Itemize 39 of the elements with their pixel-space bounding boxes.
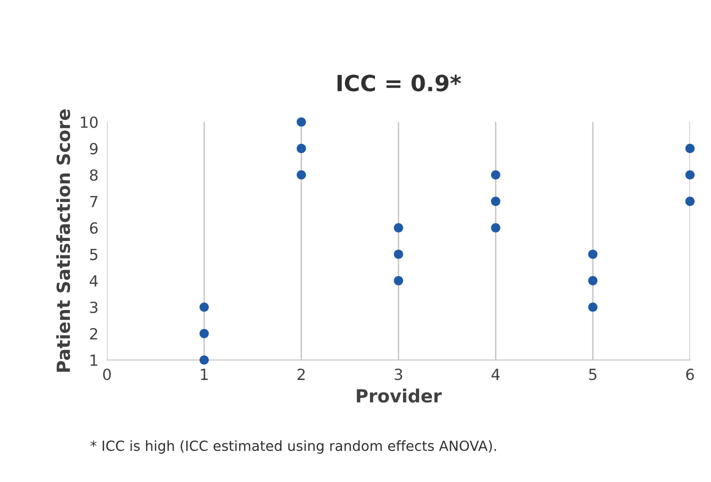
chart-title: ICC = 0.9* — [338, 74, 462, 92]
x-tick-label: 4 — [492, 368, 500, 380]
point — [296, 117, 306, 127]
x-tick-label: 3 — [394, 368, 402, 380]
text: * ICC is high (ICC estimated using random effects ANOVA). — [90, 440, 496, 454]
point — [394, 276, 404, 286]
point — [588, 302, 598, 312]
x-tick-label: 0 — [103, 368, 111, 380]
point — [394, 250, 404, 259]
y-tick-label: 10 — [80, 116, 98, 128]
point — [296, 170, 306, 180]
y-tick-label: 6 — [90, 222, 98, 234]
point — [491, 223, 500, 232]
point — [685, 196, 695, 206]
x-tick-label: 6 — [686, 368, 694, 380]
point — [588, 276, 598, 286]
y-tick-label: 2 — [90, 328, 98, 340]
x-axis-title: Provider — [356, 388, 442, 403]
y-axis-title: Patient Satisfaction Score — [56, 109, 70, 372]
point — [685, 144, 695, 154]
x-tick-label: 1 — [200, 368, 208, 380]
point — [588, 250, 598, 259]
point — [491, 170, 500, 180]
y-tick-label: 4 — [90, 275, 98, 286]
point — [491, 196, 500, 206]
point — [200, 302, 209, 312]
y-tick-label: 7 — [90, 196, 98, 208]
point — [296, 144, 306, 154]
point — [200, 355, 209, 365]
y-tick-label: 8 — [90, 169, 98, 181]
x-tick-label: 2 — [298, 368, 305, 380]
point — [685, 170, 695, 180]
y-tick-label: 5 — [90, 248, 98, 260]
x-tick-label: 5 — [589, 368, 596, 380]
y-tick-label: 1 — [90, 354, 98, 366]
y-tick-label: 3 — [90, 302, 98, 314]
y-tick-label: 9 — [90, 142, 98, 154]
point — [200, 328, 209, 338]
point — [394, 223, 404, 232]
